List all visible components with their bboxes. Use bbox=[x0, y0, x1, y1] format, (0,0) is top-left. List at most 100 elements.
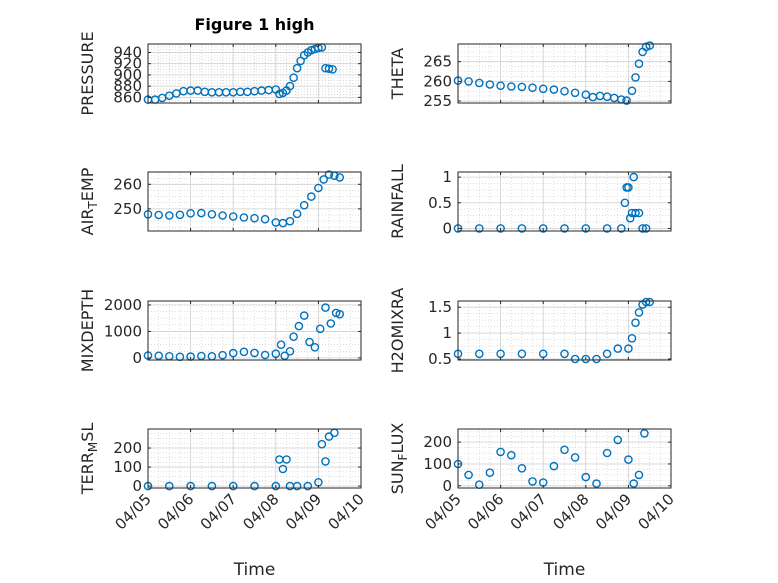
data-point bbox=[617, 224, 626, 233]
data-point bbox=[496, 224, 505, 233]
data-point bbox=[275, 89, 284, 99]
data-point bbox=[285, 81, 295, 91]
x-tick-label: 04/05 bbox=[112, 490, 155, 533]
x-tick-label: 04/09 bbox=[282, 490, 325, 533]
panel-mixdepth: 0 1000 2000 MIXDEPTH bbox=[78, 289, 362, 372]
data-point bbox=[538, 224, 548, 233]
data-point bbox=[625, 213, 635, 223]
data-point bbox=[613, 435, 623, 445]
data-point bbox=[464, 470, 473, 480]
axes-frame bbox=[457, 428, 672, 489]
data-point bbox=[196, 208, 206, 218]
y-axis-label-terr-msl: TERRMSL bbox=[78, 423, 100, 496]
y-axis-label-air-temp: AIRTEMP bbox=[78, 167, 100, 235]
data-point bbox=[207, 481, 217, 491]
data-point bbox=[321, 303, 330, 312]
data-point bbox=[260, 350, 270, 360]
data-point bbox=[485, 80, 495, 89]
x-tick-label: 04/09 bbox=[592, 490, 635, 533]
data-point bbox=[634, 59, 644, 69]
data-point bbox=[285, 346, 295, 356]
data-point bbox=[631, 208, 640, 218]
data-point bbox=[592, 479, 601, 488]
data-point bbox=[289, 73, 298, 82]
data-point bbox=[464, 77, 473, 86]
data-point bbox=[624, 344, 633, 353]
y-tick-label: 1 bbox=[442, 324, 452, 342]
y-axis-label-pressure: PRESSURE bbox=[78, 31, 97, 115]
data-point bbox=[631, 73, 640, 82]
data-point bbox=[271, 481, 281, 491]
y-tick-label: 2000 bbox=[104, 296, 142, 314]
data-point bbox=[570, 354, 580, 364]
data-point bbox=[474, 78, 484, 88]
y-tick-label: 1 bbox=[442, 168, 452, 186]
data-point bbox=[474, 349, 484, 359]
axes-frame bbox=[457, 300, 672, 361]
axes-frame bbox=[147, 428, 362, 489]
x-tick-label: 04/08 bbox=[239, 490, 282, 533]
chart-title: Figure 1 high bbox=[195, 15, 315, 34]
data-point bbox=[506, 450, 516, 460]
data-point bbox=[285, 216, 295, 226]
data-point bbox=[321, 457, 330, 466]
data-point bbox=[620, 198, 630, 208]
data-point bbox=[640, 429, 649, 438]
y-tick-label: 920 bbox=[113, 55, 142, 73]
data-point bbox=[228, 348, 238, 358]
panel-air-temp: 250 260 AIRTEMP bbox=[78, 167, 362, 235]
x-tick-label: 04/07 bbox=[507, 490, 550, 533]
axes-frame bbox=[457, 171, 672, 232]
data-point bbox=[314, 183, 323, 193]
axes-frame bbox=[147, 300, 362, 361]
data-point bbox=[581, 472, 591, 482]
y-axis-label-theta: THETA bbox=[388, 48, 407, 100]
data-point bbox=[282, 455, 291, 464]
y-tick-label: 0 bbox=[442, 219, 452, 237]
data-point bbox=[496, 81, 505, 90]
data-point bbox=[228, 481, 238, 491]
data-point bbox=[294, 321, 304, 331]
plot-area bbox=[458, 172, 671, 231]
data-point bbox=[629, 479, 639, 488]
y-tick-label: 260 bbox=[113, 175, 142, 193]
data-point bbox=[560, 349, 569, 359]
data-point bbox=[474, 224, 484, 233]
data-point bbox=[186, 208, 195, 218]
y-tick-label: 0 bbox=[442, 477, 452, 495]
data-point bbox=[324, 170, 334, 179]
x-tick-label: 04/05 bbox=[422, 490, 465, 533]
y-tick-label: 200 bbox=[113, 439, 142, 457]
data-point bbox=[629, 172, 639, 182]
data-point bbox=[250, 481, 259, 491]
data-point bbox=[634, 470, 644, 480]
data-point bbox=[581, 354, 591, 364]
data-point bbox=[570, 88, 580, 98]
data-point bbox=[228, 212, 238, 221]
data-point bbox=[319, 175, 329, 184]
data-point bbox=[549, 461, 559, 471]
data-point bbox=[560, 86, 569, 96]
data-point bbox=[306, 192, 316, 201]
y-axis-label-rainfall: RAINFALL bbox=[388, 164, 407, 239]
data-point bbox=[299, 200, 309, 210]
data-point bbox=[624, 183, 633, 192]
data-point bbox=[292, 481, 302, 491]
data-point bbox=[624, 455, 633, 464]
data-point bbox=[260, 214, 270, 224]
data-point bbox=[328, 65, 337, 74]
y-tick-label: 900 bbox=[113, 66, 142, 84]
data-point bbox=[164, 211, 174, 220]
data-point bbox=[641, 42, 651, 52]
panel-h2omixra: 0.5 1 1.5 H2OMIXRA bbox=[388, 288, 672, 374]
y-tick-label: 0 bbox=[132, 349, 142, 367]
y-axis-label-h2omixra: H2OMIXRA bbox=[388, 288, 407, 374]
x-tick-label: 04/08 bbox=[549, 490, 592, 533]
data-point bbox=[506, 82, 516, 91]
data-point bbox=[560, 224, 569, 233]
data-point bbox=[602, 349, 612, 359]
data-point bbox=[280, 351, 290, 361]
data-point bbox=[289, 332, 298, 342]
x-tick-label: 04/06 bbox=[154, 490, 197, 533]
